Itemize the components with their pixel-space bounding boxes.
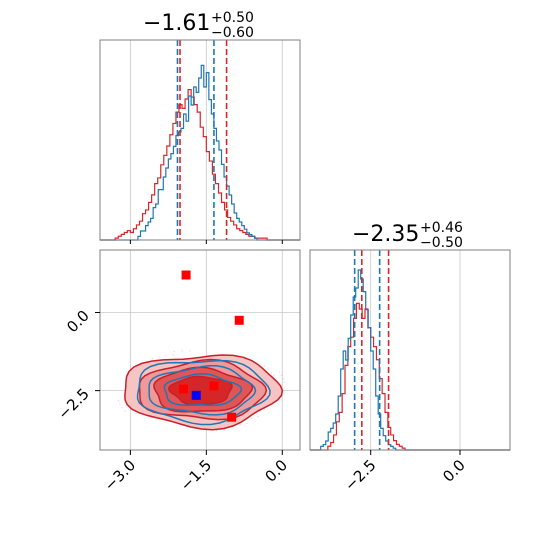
param1-histograms bbox=[100, 64, 300, 241]
joint-sample-dot bbox=[216, 429, 218, 432]
joint-sample-dot bbox=[124, 410, 126, 412]
param2-histograms bbox=[310, 269, 510, 451]
joint-sample-dot bbox=[267, 368, 269, 370]
joint-sample-dot bbox=[278, 371, 280, 373]
joint-red-point-4 bbox=[179, 384, 189, 394]
joint-sample-dot bbox=[151, 357, 153, 360]
param2-title-sub: −0.50 bbox=[420, 235, 463, 251]
joint-sample-dot bbox=[264, 365, 266, 367]
joint-red-point-1 bbox=[234, 315, 244, 325]
joint-blue-point-0 bbox=[191, 390, 201, 400]
joint-xtick-label-1: −1.5 bbox=[177, 456, 215, 494]
param2-title: −2.35 +0.46 −0.50 bbox=[352, 220, 463, 251]
param2-tick-label-0: −2.5 bbox=[341, 456, 379, 494]
param1-title-sup: +0.50 bbox=[211, 10, 254, 26]
joint-blue-contour-2 bbox=[163, 372, 243, 407]
joint-sample-dot bbox=[119, 403, 121, 405]
joint-sample-dot bbox=[270, 371, 272, 373]
joint-sample-dot bbox=[118, 400, 120, 402]
joint-sample-dot bbox=[239, 424, 241, 426]
joint-sample-dot bbox=[223, 429, 225, 431]
joint-sample-dot bbox=[158, 356, 160, 358]
joint-frame bbox=[99, 249, 301, 451]
param2-tick-label-1: 0.0 bbox=[439, 456, 469, 486]
param2-red-histogram bbox=[310, 302, 510, 451]
param1-frame bbox=[99, 39, 301, 241]
joint-sample-dot bbox=[173, 350, 175, 353]
param2-frame bbox=[309, 249, 511, 451]
joint-sample-dot bbox=[257, 415, 259, 418]
joint-y-tick-labels: 0.0 −2.5 bbox=[54, 307, 100, 423]
joint-red-point-0 bbox=[181, 270, 191, 280]
joint-points bbox=[179, 270, 244, 422]
joint-sample-dot bbox=[181, 350, 183, 352]
joint-ytick-label-0: 0.0 bbox=[63, 307, 93, 337]
param2-title-sup: +0.46 bbox=[420, 220, 463, 236]
joint-xtick-label-2: 0.0 bbox=[262, 456, 292, 486]
joint-sample-dot bbox=[189, 350, 191, 352]
param2-grid bbox=[370, 250, 461, 450]
param1-blue-histogram bbox=[100, 64, 300, 241]
param1-red-histogram bbox=[100, 89, 300, 241]
param1-title: −1.61 +0.50 −0.60 bbox=[143, 10, 254, 41]
param1-quantile-lines bbox=[176, 40, 228, 240]
param2-quantile-lines bbox=[353, 250, 390, 450]
param2-x-tick-labels: −2.5 0.0 bbox=[341, 450, 469, 495]
param1-tick-marks bbox=[129, 240, 283, 244]
joint-sample-dot bbox=[165, 355, 167, 357]
joint-sample-dot bbox=[282, 378, 284, 380]
joint-sample-dot bbox=[246, 422, 248, 425]
joint-sample-dot bbox=[172, 354, 174, 356]
joint-sample-dot bbox=[251, 417, 253, 419]
param1-histogram-panel bbox=[99, 39, 301, 244]
joint-panel: −3.0 −1.5 0.0 0.0 −2.5 bbox=[54, 249, 301, 495]
param1-title-main: −1.61 bbox=[143, 11, 210, 36]
param2-blue-histogram bbox=[310, 269, 510, 451]
joint-sample-dot bbox=[135, 412, 137, 415]
joint-ytick-label-1: −2.5 bbox=[54, 385, 92, 423]
joint-sample-dot bbox=[273, 374, 275, 376]
joint-blue-contour-1 bbox=[148, 365, 257, 416]
joint-xtick-label-0: −3.0 bbox=[101, 456, 139, 494]
joint-sample-dot bbox=[283, 381, 285, 383]
joint-red-point-3 bbox=[209, 381, 219, 391]
joint-x-tick-labels: −3.0 −1.5 0.0 bbox=[101, 450, 291, 495]
joint-sample-dot bbox=[121, 406, 123, 409]
param2-histogram-panel: −2.5 0.0 bbox=[309, 249, 511, 495]
joint-sample-dot bbox=[281, 374, 283, 376]
joint-contours bbox=[118, 350, 285, 432]
param2-title-main: −2.35 bbox=[352, 222, 419, 247]
joint-red-point-2 bbox=[227, 412, 237, 422]
param1-title-sub: −0.60 bbox=[211, 25, 254, 41]
